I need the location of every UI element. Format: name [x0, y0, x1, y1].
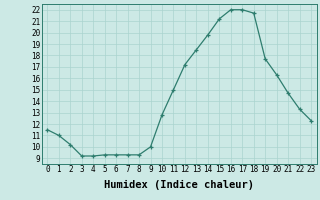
X-axis label: Humidex (Indice chaleur): Humidex (Indice chaleur): [104, 180, 254, 190]
